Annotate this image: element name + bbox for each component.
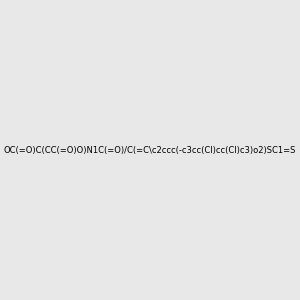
Text: OC(=O)C(CC(=O)O)N1C(=O)/C(=C\c2ccc(-c3cc(Cl)cc(Cl)c3)o2)SC1=S: OC(=O)C(CC(=O)O)N1C(=O)/C(=C\c2ccc(-c3cc… [4,146,296,154]
